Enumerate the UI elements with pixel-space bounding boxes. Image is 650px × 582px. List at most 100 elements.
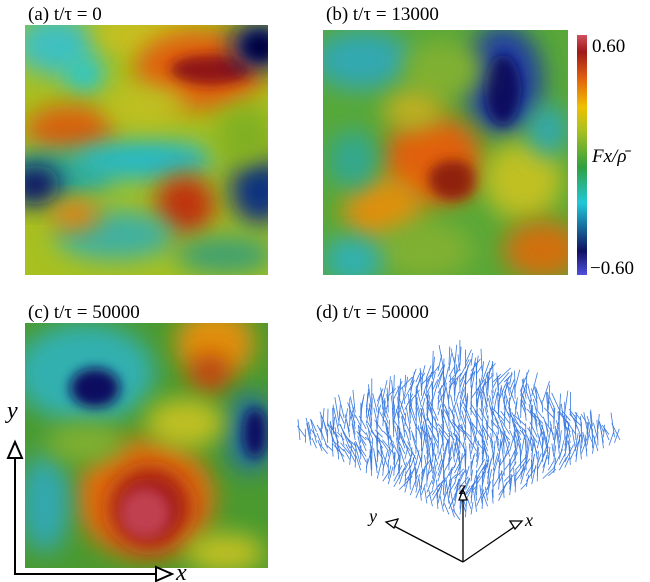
vector xyxy=(538,417,544,441)
vector xyxy=(503,433,505,454)
vector xyxy=(420,426,423,452)
vector xyxy=(319,443,328,455)
vector xyxy=(376,406,380,429)
vector xyxy=(514,401,518,416)
vector xyxy=(548,468,557,477)
vector xyxy=(476,452,480,468)
vector xyxy=(569,440,580,460)
vector xyxy=(454,468,465,479)
vector xyxy=(574,421,582,438)
vector xyxy=(349,396,356,419)
vector xyxy=(536,449,547,471)
vector xyxy=(558,457,567,471)
vector xyxy=(481,360,491,383)
vector xyxy=(454,482,460,507)
vector xyxy=(498,393,501,413)
heatmap-b xyxy=(323,30,568,275)
vector xyxy=(580,433,584,449)
x-axis-label: x xyxy=(175,560,187,582)
vector xyxy=(443,382,447,402)
vector xyxy=(509,461,517,474)
vector xyxy=(365,404,371,424)
vector xyxy=(470,435,476,454)
vector xyxy=(386,387,389,413)
vector xyxy=(357,435,362,449)
vector xyxy=(404,447,408,460)
vector xyxy=(397,396,400,418)
vector xyxy=(353,442,362,465)
vector xyxy=(338,404,341,427)
vector xyxy=(503,382,508,399)
x-label: x xyxy=(524,510,533,530)
vector xyxy=(490,433,494,449)
vector xyxy=(426,480,433,493)
vector xyxy=(382,398,389,419)
vector xyxy=(436,492,439,509)
vector xyxy=(432,372,436,385)
texture xyxy=(25,165,60,205)
texture xyxy=(230,155,268,225)
vector xyxy=(530,410,544,424)
vector xyxy=(480,488,488,507)
vector xyxy=(404,376,409,394)
vector xyxy=(459,476,469,488)
vector xyxy=(470,502,474,515)
vector xyxy=(564,434,569,452)
vector xyxy=(492,387,497,399)
vector xyxy=(567,421,571,438)
vector xyxy=(601,424,610,435)
vector xyxy=(418,478,422,501)
vector xyxy=(432,356,435,380)
vector xyxy=(437,465,443,482)
vector xyxy=(351,423,356,441)
vector xyxy=(487,376,490,396)
vector xyxy=(561,409,571,421)
vector xyxy=(470,442,477,452)
vector xyxy=(525,442,530,465)
vector xyxy=(450,430,455,446)
vector xyxy=(498,460,500,479)
vector xyxy=(432,453,437,479)
vector xyxy=(437,423,450,438)
vector xyxy=(548,401,555,413)
vector xyxy=(564,457,570,468)
vector xyxy=(507,406,516,427)
vector xyxy=(556,429,560,454)
vector xyxy=(549,420,555,441)
vector xyxy=(514,397,518,410)
vector xyxy=(339,423,351,443)
vector xyxy=(529,422,538,438)
vector xyxy=(443,456,453,474)
vector xyxy=(521,399,527,410)
vector xyxy=(383,413,389,424)
vector xyxy=(470,455,475,471)
texture xyxy=(155,175,215,235)
vector xyxy=(531,439,534,463)
vector xyxy=(397,425,406,449)
vector xyxy=(349,445,356,457)
vector xyxy=(409,475,418,496)
vector xyxy=(459,389,465,405)
texture xyxy=(483,140,563,220)
vector xyxy=(387,442,391,457)
vector xyxy=(448,353,452,372)
vector xyxy=(453,406,461,427)
vector xyxy=(547,392,549,405)
vector xyxy=(381,440,389,452)
vector xyxy=(415,474,420,493)
vector xyxy=(448,499,455,518)
vector xyxy=(448,491,458,510)
vector xyxy=(434,416,439,438)
vector xyxy=(483,391,488,407)
vector xyxy=(357,425,367,435)
vector xyxy=(420,448,423,468)
vector xyxy=(514,470,517,493)
vector xyxy=(357,431,367,446)
vector xyxy=(437,457,445,476)
vector xyxy=(465,371,476,386)
vector xyxy=(372,393,378,413)
vector xyxy=(429,401,439,421)
vector xyxy=(415,455,423,476)
vector xyxy=(463,406,472,427)
